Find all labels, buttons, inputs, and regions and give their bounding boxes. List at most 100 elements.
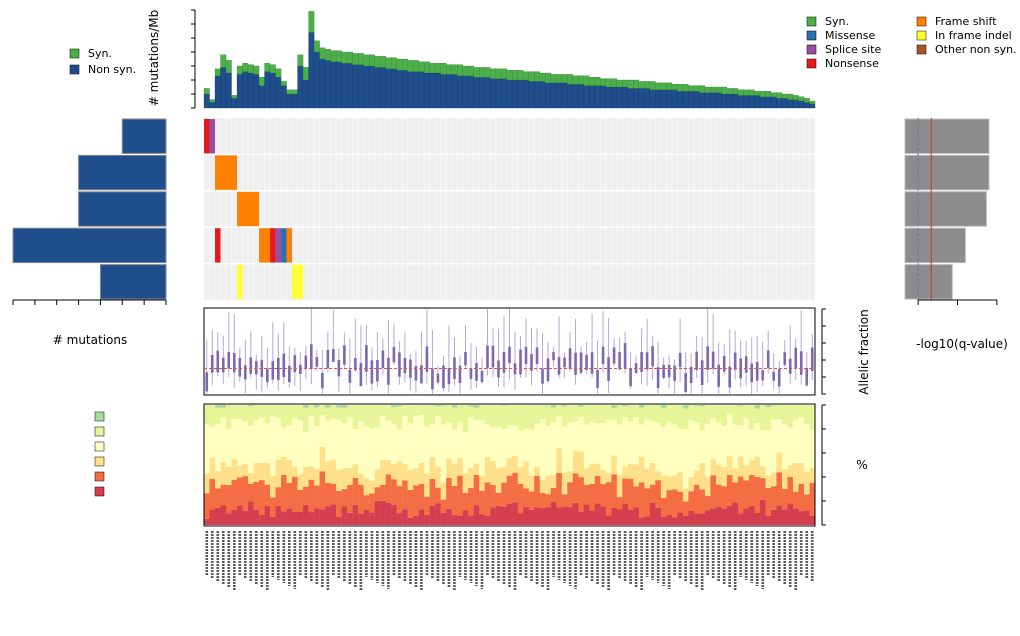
- tmb-bar-syn: [209, 99, 216, 103]
- tmb-bar-nonsyn: [346, 63, 353, 109]
- spectrum-segment: [440, 424, 447, 483]
- spectrum-segment: [407, 405, 414, 423]
- spectrum-segment: [715, 422, 722, 465]
- allelic-box: [458, 365, 462, 383]
- allelic-box: [266, 368, 269, 383]
- tmb-bar-syn: [335, 50, 342, 62]
- allelic-box: [205, 372, 209, 392]
- tmb-bar-nonsyn: [330, 61, 337, 109]
- tmb-bar-syn: [286, 89, 293, 95]
- allelic-box: [607, 357, 610, 381]
- spectrum-segment: [363, 495, 370, 510]
- spectrum-segment: [627, 421, 634, 464]
- spectrum-segment: [754, 408, 761, 423]
- allelic-box: [541, 368, 544, 384]
- tmb-bar-syn: [589, 77, 595, 86]
- tmb-bar-nonsyn: [545, 82, 551, 109]
- spectrum-segment: [792, 462, 799, 492]
- spectrum-segment: [231, 405, 238, 419]
- spectrum-segment: [666, 405, 673, 423]
- spectrum-segment: [352, 429, 359, 465]
- spectrum-segment: [721, 425, 728, 468]
- spectrum-segment: [594, 423, 601, 464]
- allelic-box: [442, 365, 445, 389]
- spectrum-segment: [297, 405, 304, 421]
- spectrum-frame: [203, 403, 816, 527]
- spectrum-segment: [490, 461, 496, 486]
- tmb-bar-nonsyn: [743, 95, 750, 109]
- tmb-bar-syn: [484, 67, 491, 78]
- spectrum-segment: [396, 405, 403, 407]
- spectrum-segment: [275, 487, 282, 506]
- spectrum-segment: [649, 421, 656, 463]
- spectrum-segment: [688, 405, 695, 420]
- tmb-bar-nonsyn: [792, 99, 799, 109]
- tmb-bar-nonsyn: [220, 67, 227, 109]
- tmb-bar-nonsyn: [225, 72, 232, 109]
- tmb-bar-nonsyn: [710, 92, 717, 109]
- tmb-bar-syn: [280, 81, 287, 86]
- qvalue-bar: [904, 191, 987, 227]
- tmb-bar-syn: [638, 81, 645, 89]
- allelic-box: [398, 352, 401, 377]
- variant-legend-other-label: Other non syn.: [935, 43, 1017, 56]
- spectrum-segment: [336, 419, 342, 470]
- spectrum-segment: [556, 405, 562, 417]
- tmb-bar-syn: [324, 49, 331, 61]
- tmb-bar-syn: [313, 40, 320, 53]
- tmb-bar-nonsyn: [275, 77, 282, 109]
- spectrum-segment: [391, 405, 397, 408]
- tmb-bar-nonsyn: [352, 64, 359, 109]
- tmb-bar-nonsyn: [253, 74, 260, 109]
- allelic-box: [640, 352, 643, 372]
- tmb-bar-syn: [341, 51, 348, 64]
- spectrum-segment: [336, 490, 342, 517]
- spectrum-segment: [776, 419, 783, 453]
- allelic-box: [469, 368, 473, 379]
- spectrum-segment: [325, 405, 331, 408]
- spectrum-segment: [765, 429, 772, 476]
- allelic-box: [574, 352, 577, 375]
- spectrum-segment: [380, 460, 386, 485]
- allelic-box: [403, 357, 407, 374]
- spectrum-segment: [391, 407, 397, 424]
- allelic-box: [271, 361, 275, 380]
- allelic-box: [475, 363, 478, 381]
- spectrum-segment: [385, 420, 392, 460]
- spectrum-segment: [589, 464, 596, 484]
- spectrum-segment: [385, 459, 392, 475]
- spectrum-segment: [781, 509, 788, 525]
- tmb-bar-syn: [583, 75, 590, 86]
- allelic-box: [717, 364, 720, 387]
- spectrum-segment: [314, 485, 320, 509]
- spectrum-segment: [688, 477, 695, 492]
- spectrum-segment: [809, 467, 816, 484]
- spectrum-segment: [803, 471, 810, 495]
- tmb-bar-nonsyn: [594, 85, 601, 109]
- spectrum-segment: [704, 495, 711, 511]
- spectrum-segment: [407, 489, 414, 518]
- spectrum-segment: [682, 429, 689, 489]
- oncoprint-cell-splice-site: [209, 119, 216, 154]
- spectrum-segment: [682, 515, 689, 525]
- spectrum-segment: [776, 472, 783, 506]
- tmb-bar-nonsyn: [666, 89, 673, 109]
- spectrum-segment: [385, 474, 392, 503]
- spectrum-segment: [721, 486, 728, 509]
- tmb-bar-nonsyn: [523, 79, 529, 109]
- allelic-box: [414, 366, 418, 381]
- spectrum-segment: [787, 427, 794, 466]
- tmb-bar-nonsyn: [583, 85, 590, 109]
- tmb-bar-syn: [379, 56, 386, 68]
- tmb-bar-syn: [677, 84, 684, 92]
- tmb-bar-syn: [291, 89, 298, 95]
- spectrum-segment: [627, 478, 634, 510]
- spectrum-segment: [253, 405, 260, 420]
- allelic-box: [678, 352, 682, 368]
- spectrum-segment: [396, 429, 403, 462]
- spectrum-segment: [215, 424, 221, 471]
- tmb-bar-nonsyn: [440, 74, 447, 109]
- spectrum-segment: [237, 465, 243, 478]
- spectrum-segment: [314, 468, 320, 486]
- spectrum-segment: [622, 405, 629, 407]
